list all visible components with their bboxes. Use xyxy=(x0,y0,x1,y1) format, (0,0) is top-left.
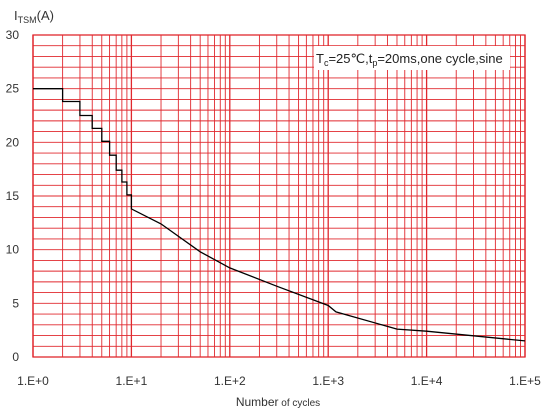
x-tick-label: 1.E+2 xyxy=(214,374,246,388)
y-tick-label: 0 xyxy=(12,350,19,364)
x-tick-label: 1.E+0 xyxy=(17,374,49,388)
series-line xyxy=(33,88,526,342)
x-tick-label: 1.E+1 xyxy=(116,374,148,388)
annotation-box xyxy=(314,46,510,70)
x-tick-label: 1.E+4 xyxy=(411,374,443,388)
y-tick-label: 20 xyxy=(6,135,20,149)
y-axis-title: ITSM(A) xyxy=(14,8,54,25)
y-tick-label: 25 xyxy=(6,82,20,96)
annotation-text: Tc=25℃,tp=20ms,one cycle,sine xyxy=(316,51,503,68)
y-tick-label: 30 xyxy=(6,28,20,42)
y-tick-label: 10 xyxy=(6,243,20,257)
tick-labels: 0 5 10 15 20 25 30 1.E+0 1.E+1 1.E+2 1.E+3 1.E+4 1.E… xyxy=(6,28,542,388)
x-tick-label: 1.E+3 xyxy=(312,374,344,388)
x-tick-label: 1.E+5 xyxy=(509,374,541,388)
y-tick-label: 15 xyxy=(6,189,20,203)
series-layer xyxy=(33,88,526,342)
y-tick-label: 5 xyxy=(12,296,19,310)
plot-frame xyxy=(32,34,526,358)
grid xyxy=(32,34,526,358)
x-axis-title: Number of cycles xyxy=(236,395,320,409)
